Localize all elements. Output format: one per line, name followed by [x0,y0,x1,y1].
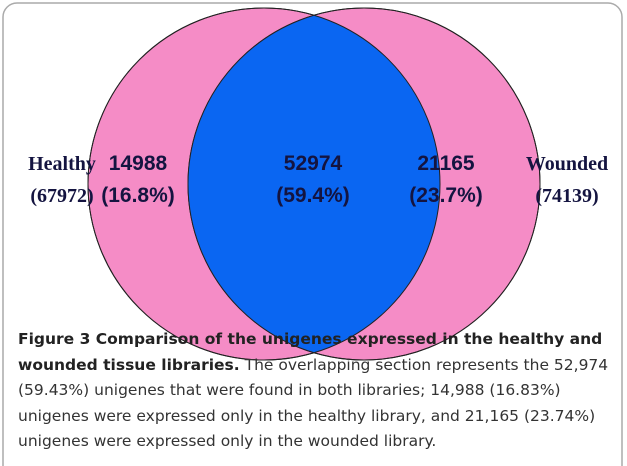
set-label: Healthy [28,153,96,175]
caption-title: Figure 3 Comparison of the unigenes expr… [18,330,603,374]
region-percent: (59.4%) [276,184,350,207]
region-count: 52974 [284,152,343,175]
region-count: 14988 [109,152,168,175]
region-percent: (23.7%) [409,184,483,207]
set-label: Wounded [526,153,608,175]
overlap [188,8,440,360]
left-outline [87,7,441,361]
caption-text: The overlapping section represents the 5… [18,355,609,451]
right-outline [187,7,541,361]
set-total: (74139) [535,185,598,207]
region-count: 21165 [417,152,475,175]
set-total: (67972) [30,185,93,207]
caption: Figure 3 Comparison of the unigenes expr… [18,327,610,455]
region-percent: (16.8%) [101,184,175,207]
